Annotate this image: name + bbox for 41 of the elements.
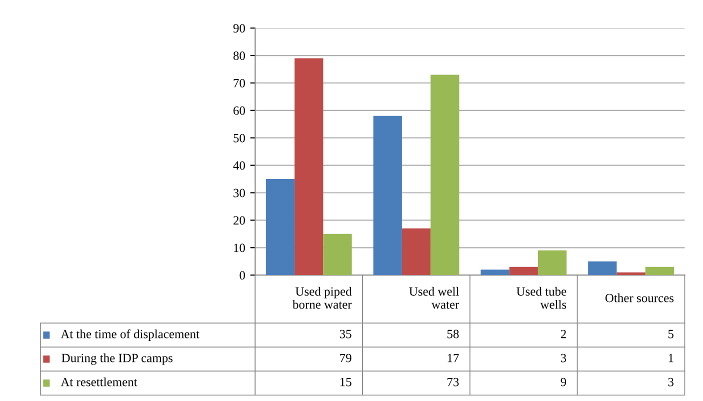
y-tick-label: 10 (234, 244, 245, 252)
y-tick-label: 60 (234, 106, 245, 115)
x-tick-label: Used well water (409, 286, 460, 309)
data-label: 5 (668, 330, 674, 338)
data-label: 3 (560, 354, 566, 362)
data-label: 3 (668, 378, 674, 386)
y-tick-label: 40 (233, 161, 245, 170)
bar (402, 228, 431, 276)
data-label: 9 (560, 378, 566, 386)
data-label: 73 (448, 378, 459, 386)
legend-label: At resettlement (60, 377, 138, 386)
data-label: 15 (340, 378, 352, 386)
bar (538, 250, 567, 276)
y-tick-label: 30 (234, 188, 245, 198)
data-label: 1 (668, 354, 674, 362)
data-label: 79 (340, 354, 352, 362)
bar (266, 179, 295, 276)
data-label: 58 (447, 330, 459, 338)
bar (430, 74, 460, 276)
bar (480, 270, 510, 276)
x-tick-label: Used tube wells (516, 286, 566, 309)
legend-label: During the IDP camps (62, 353, 173, 365)
bar (645, 266, 674, 276)
bar (323, 234, 352, 276)
x-tick-label: Other sources (605, 293, 674, 302)
data-label: 17 (448, 354, 459, 362)
y-tick-label: 0 (240, 271, 245, 280)
bar (294, 58, 324, 276)
x-tick-label: Used piped borne water (292, 286, 352, 309)
bar (616, 272, 646, 276)
y-tick-label: 90 (233, 24, 245, 33)
y-tick-label: 70 (234, 78, 245, 88)
bar (373, 116, 402, 276)
y-tick-label: 50 (234, 134, 245, 142)
y-tick-label: 20 (234, 216, 245, 225)
legend-label: At the time of displacement (60, 329, 200, 341)
data-label: 2 (560, 330, 566, 338)
bar (509, 266, 538, 276)
y-tick-label: 80 (233, 52, 245, 60)
data-label: 35 (340, 330, 352, 338)
bar (588, 261, 617, 276)
